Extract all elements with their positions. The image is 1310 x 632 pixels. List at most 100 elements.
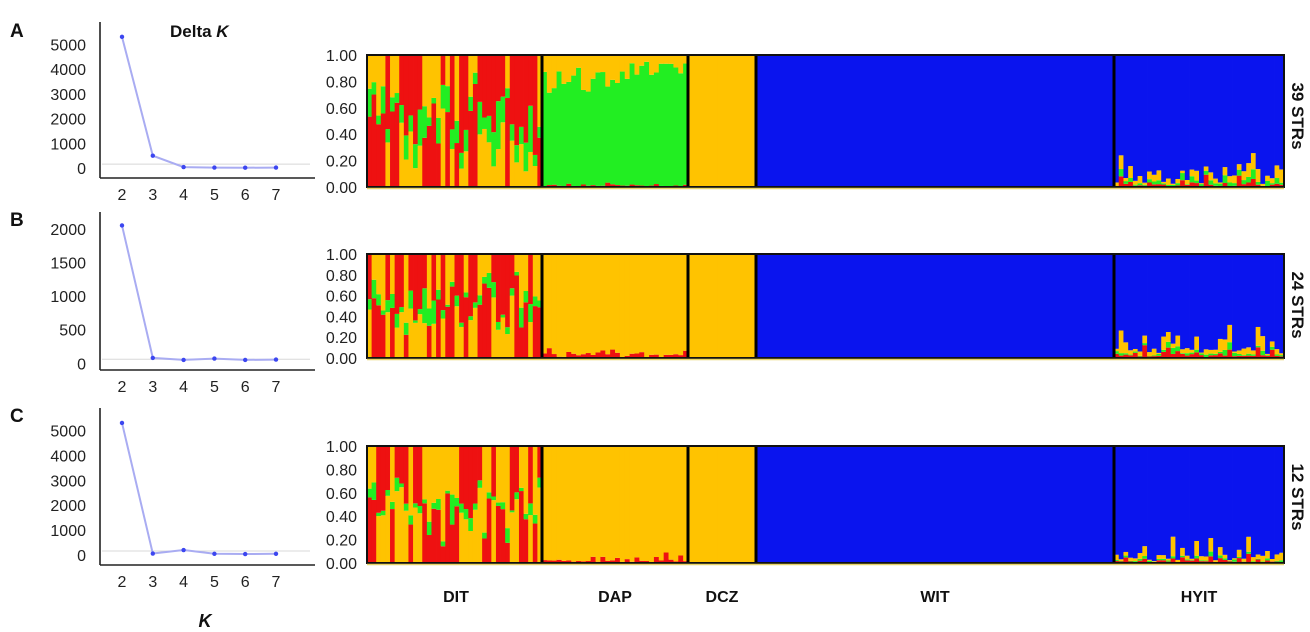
ancestry-bar-segment-yellow (394, 55, 400, 94)
ancestry-bar-segment-yellow (595, 446, 601, 562)
ancestry-bar-segment-blue (862, 55, 868, 187)
ancestry-bar-segment-red (394, 254, 400, 314)
ancestry-bar-segment-red (495, 254, 501, 322)
ancestry-bar-segment-green (1269, 346, 1275, 350)
ancestry-bar-segment-red (1137, 560, 1143, 563)
ancestry-bar-segment-yellow (1217, 182, 1224, 184)
ancestry-bar-segment-green (482, 532, 488, 539)
ancestry-bar-segment-blue (1089, 254, 1096, 358)
ancestry-bar-segment-blue (828, 254, 834, 358)
ancestry-bar-segment-green (394, 93, 400, 103)
ancestry-bar-segment-yellow (408, 446, 414, 516)
ancestry-bar-segment-yellow (726, 446, 733, 563)
ancestry-bar-segment-blue (843, 254, 849, 358)
ancestry-bar-segment-blue (1194, 55, 1200, 171)
ancestry-bar-segment-blue (949, 55, 955, 187)
delta-k-point (273, 551, 279, 556)
ancestry-bar-segment-blue (799, 55, 805, 187)
ancestry-bar-segment-green (1128, 354, 1134, 356)
ancestry-bar-segment-yellow (440, 446, 446, 542)
x-tick-label: 5 (210, 379, 219, 396)
x-tick-label: 5 (210, 574, 219, 591)
ancestry-bar-segment-red (1246, 182, 1252, 187)
ancestry-bar-segment-blue (1246, 254, 1252, 348)
y-tick-label: 2000 (50, 222, 86, 239)
ancestry-bar-segment-red (509, 254, 515, 289)
ancestry-bar-segment-red (595, 352, 601, 358)
ancestry-bar-segment-yellow (1147, 171, 1153, 180)
ancestry-bar-segment-red (605, 354, 611, 358)
ancestry-bar-segment-blue (1007, 254, 1013, 358)
delta-k-point (150, 355, 155, 361)
ancestry-bar-segment-yellow (495, 149, 501, 187)
ancestry-bar-segment-red (653, 556, 660, 563)
ancestry-bar-segment-blue (1137, 446, 1143, 554)
ancestry-bar-segment-red (1156, 560, 1162, 563)
ancestry-bar-segment-yellow (1161, 555, 1167, 559)
ancestry-bar-segment-blue (1227, 55, 1233, 177)
ancestry-bar-segment-blue (1046, 55, 1052, 187)
ancestry-bar-segment-red (367, 497, 373, 563)
ancestry-bar-segment-yellow (1170, 536, 1176, 557)
ancestry-bar-segment-green (619, 71, 626, 186)
ancestry-bar-segment-red (449, 524, 455, 563)
ancestry-bar-segment-blue (1041, 254, 1047, 358)
ancestry-bar-segment-red (431, 508, 437, 563)
ancestry-bar-segment-green (1142, 556, 1148, 559)
ancestry-bar-segment-red (431, 103, 437, 187)
ancestry-bar-segment-red (380, 446, 386, 511)
ancestry-bar-segment-red (1194, 352, 1200, 358)
y-tick-label: 1.00 (326, 48, 357, 65)
ancestry-bar-segment-yellow (514, 162, 520, 187)
ancestry-bar-segment-yellow (518, 254, 524, 308)
ancestry-bar-segment-red (408, 55, 414, 116)
ancestry-bar-segment-green (454, 120, 460, 144)
ancestry-bar-segment-yellow (1279, 353, 1285, 356)
ancestry-bar-segment-red (615, 352, 621, 358)
ancestry-bar-segment-green (463, 129, 469, 152)
ancestry-bar-segment-green (1274, 354, 1280, 356)
ancestry-bar-segment-yellow (523, 254, 529, 291)
ancestry-bar-segment-blue (1099, 254, 1105, 358)
ancestry-bar-segment-yellow (1180, 349, 1186, 354)
ancestry-bar-segment-yellow (1128, 350, 1134, 355)
ancestry-bar-segment-green (1222, 558, 1228, 560)
ancestry-bar-segment-blue (1109, 446, 1115, 563)
ancestry-bar-segment-blue (780, 446, 786, 563)
ancestry-bar-segment-red (673, 354, 679, 358)
ancestry-bar-segment-green (1180, 353, 1186, 354)
ancestry-bar-segment-blue (959, 55, 965, 187)
ancestry-bar-segment-yellow (385, 495, 391, 563)
ancestry-bar-segment-blue (988, 55, 994, 187)
ancestry-bar-segment-yellow (580, 446, 587, 562)
ancestry-bar-segment-green (556, 71, 562, 186)
ancestry-bar-segment-red (561, 560, 567, 563)
ancestry-bar-segment-green (624, 78, 630, 186)
ancestry-bar-segment-green (1222, 175, 1228, 184)
ancestry-bar-segment-blue (1161, 254, 1167, 337)
ancestry-bar-segment-green (1279, 355, 1285, 357)
ancestry-bar-segment-yellow (629, 55, 635, 64)
ancestry-bar-segment-red (1236, 355, 1242, 358)
ancestry-bar-segment-blue (1026, 254, 1033, 358)
ancestry-bar-segment-yellow (556, 446, 562, 560)
ancestry-bar-segment-blue (847, 254, 854, 358)
ancestry-bar-segment-blue (852, 55, 858, 187)
ancestry-bar-segment-yellow (1232, 558, 1238, 560)
ancestry-bar-segment-green (1217, 351, 1224, 354)
ancestry-bar-segment-yellow (1189, 558, 1195, 561)
y-tick-label: 500 (59, 323, 86, 340)
ancestry-bar-segment-yellow (390, 55, 396, 98)
ancestry-bar-segment-red (390, 111, 396, 187)
ancestry-bar-segment-yellow (482, 254, 488, 277)
ancestry-bar-segment-red (472, 254, 478, 303)
ancestry-bar-segment-blue (1080, 254, 1086, 358)
ancestry-bar-segment-blue (1114, 55, 1120, 183)
ancestry-bar-segment-blue (1274, 446, 1280, 555)
y-tick-label: 0.00 (326, 351, 357, 368)
ancestry-bar-segment-yellow (692, 254, 699, 358)
ancestry-bar-segment-blue (1255, 446, 1261, 555)
ancestry-bar-segment-green (436, 499, 442, 510)
ancestry-bar-segment-blue (1007, 55, 1013, 187)
ancestry-bar-segment-blue (1031, 254, 1037, 358)
